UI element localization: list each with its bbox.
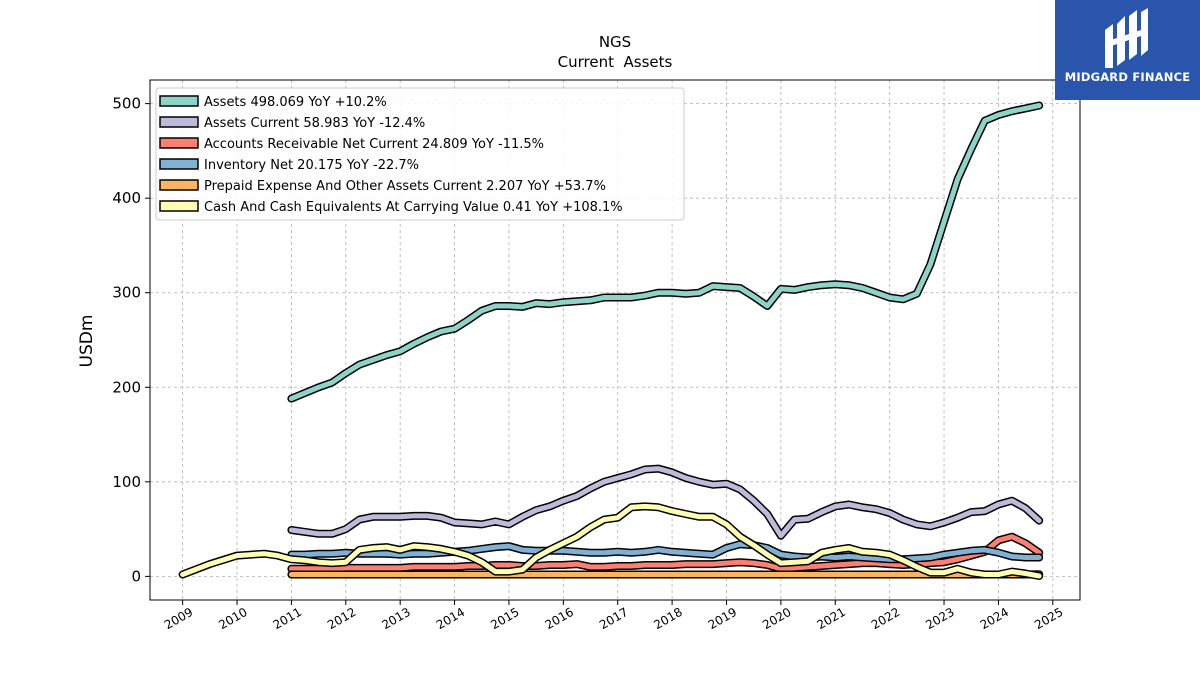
x-tick-label: 2016 [543,605,576,632]
x-tick-label: 2020 [760,605,793,632]
series-line-3 [288,541,1042,562]
brand-name: MIDGARD FINANCE [1064,70,1191,84]
legend-label: Prepaid Expense And Other Assets Current… [204,179,606,194]
legend-swatch [159,116,199,128]
plot-frame [149,79,1081,601]
series-line-0 [288,103,1042,402]
x-tick-label: 2018 [651,605,684,632]
x-tick-label: 2010 [216,605,249,632]
y-tick-label: 400 [112,189,141,207]
x-tick-label: 2023 [923,605,956,632]
legend-label: Cash And Cash Equivalents At Carrying Va… [204,200,623,215]
x-tick-label: 2011 [271,605,304,632]
legend-swatch [159,158,199,170]
legend-label: Accounts Receivable Net Current 24.809 Y… [204,137,544,152]
y-tick-label: 500 [112,95,141,113]
legend-swatch [159,95,199,107]
legend-swatch [159,137,199,149]
legend-box [155,87,685,221]
axes: 2009 2010 2011 2012 2013 2014 2015 2016 2017 2018… [112,79,1081,632]
x-tick-label: 2013 [379,605,412,632]
x-tick-label: 2009 [162,605,195,632]
legend-swatch [159,179,199,191]
plot-area [178,101,1044,580]
x-tick-label: 2015 [488,605,521,632]
brand-logo: MIDGARD FINANCE [1055,0,1200,100]
y-axis-label: USDm [77,315,97,368]
y-tick-label: 100 [112,473,141,491]
x-tick-label: 2025 [1032,605,1065,632]
chart-subtitle: Current Assets [558,53,673,71]
y-tick-label: 300 [112,284,141,302]
x-tick-label: 2021 [815,605,848,632]
legend-label: Inventory Net 20.175 YoY -22.7% [204,158,419,173]
series-line-5 [180,503,1042,579]
chart-title: NGS [599,33,631,51]
x-tick-label: 2024 [978,605,1011,632]
y-tick-label: 200 [112,378,141,396]
x-tick-label: 2022 [869,605,902,632]
legend-swatch [159,200,199,212]
x-tick-label: 2019 [706,605,739,632]
legend-label: Assets 498.069 YoY +10.2% [204,95,387,110]
x-tick-label: 2017 [597,605,630,632]
legend-label: Assets Current 58.983 YoY -12.4% [204,116,425,131]
brand-logo-mark-icon [1105,8,1148,68]
x-tick-label: 2014 [434,605,467,632]
series-line-1 [288,466,1042,539]
y-tick-label: 0 [131,567,141,585]
x-tick-label: 2012 [325,605,358,632]
legend: Assets 498.069 YoY +10.2% Assets Current … [155,87,685,221]
